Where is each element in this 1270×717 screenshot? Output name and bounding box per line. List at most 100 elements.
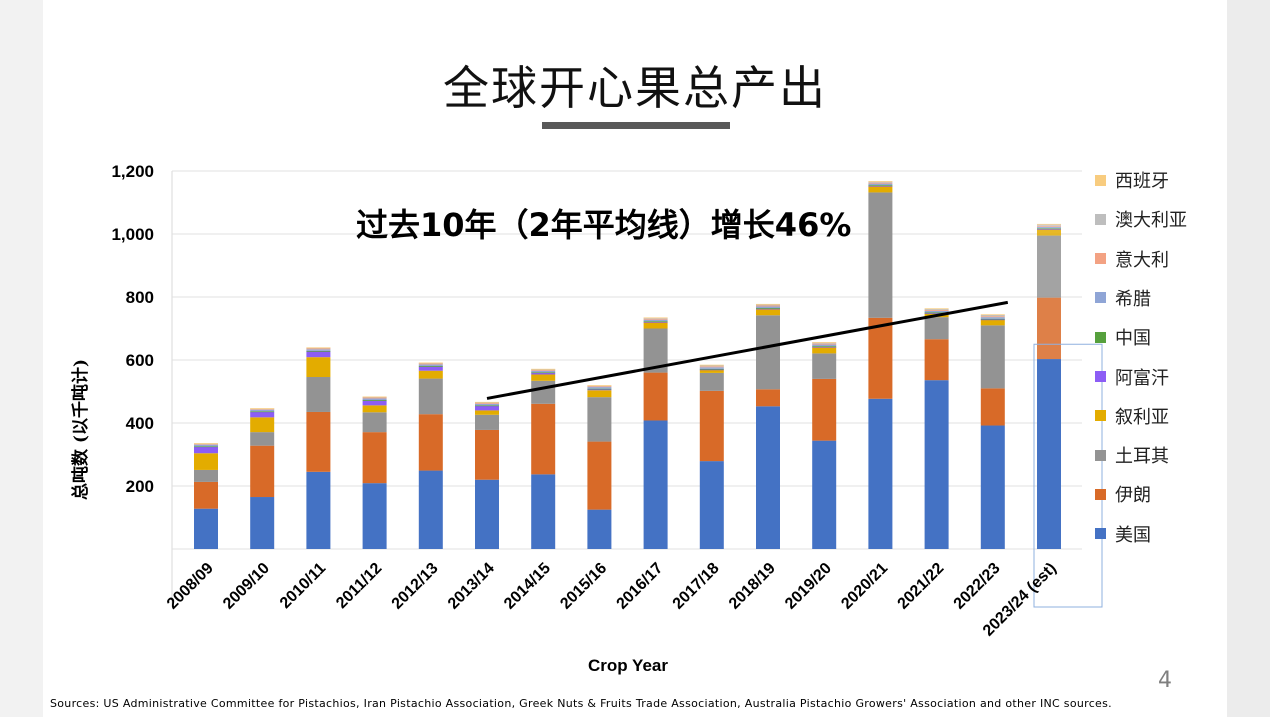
bar-segment: [531, 368, 556, 370]
bar-segment: [194, 444, 218, 447]
y-tick-label: 1,000: [111, 225, 154, 244]
bar-segment: [643, 322, 668, 329]
bar-segment: [531, 372, 556, 375]
bar-segment: [924, 309, 949, 311]
bar-segment: [756, 308, 780, 316]
legend-item: 西班牙: [1095, 170, 1169, 192]
bar-segment: [643, 317, 668, 319]
bar-segment: [250, 445, 275, 498]
bar-segment: [980, 325, 1005, 389]
bar-segment: [812, 344, 837, 347]
bar-segment: [812, 342, 837, 343]
bar-segment: [1037, 223, 1061, 225]
x-tick-label: 2014/15: [501, 560, 554, 613]
bar-segment: [250, 417, 275, 433]
bar-segment: [362, 405, 387, 413]
bar-segment: [812, 440, 837, 549]
legend-label: 意大利: [1115, 249, 1169, 271]
x-tick-label: 2020/21: [838, 560, 891, 613]
bar-segment: [699, 368, 724, 370]
bar-segment: [812, 346, 837, 347]
bar-segment: [194, 469, 218, 482]
bar-segment: [868, 183, 893, 186]
bar-segment: [980, 425, 1005, 549]
bar-segment: [756, 308, 780, 310]
bar-segment: [1037, 359, 1061, 549]
chart-legend: 西班牙 澳大利亚 意大利 希腊 中国 阿富汗 叙利亚 土耳其 伊朗 美国: [1095, 0, 1235, 717]
bar-segment: [418, 470, 443, 549]
bar-segment: [924, 313, 949, 314]
legend-item: 叙利亚: [1095, 406, 1169, 428]
bar-segment: [306, 349, 331, 351]
bar-segment: [1037, 228, 1061, 230]
bar-segment: [699, 364, 724, 366]
legend-label: 阿富汗: [1115, 367, 1169, 389]
legend-swatch: [1095, 371, 1106, 382]
bar-segment: [980, 316, 1005, 318]
x-tick-label: 2011/12: [333, 560, 385, 612]
x-tick-label: 2021/22: [895, 560, 948, 613]
bar-segment: [362, 432, 387, 484]
bar-segment: [1037, 226, 1061, 229]
bar-segment: [1037, 235, 1061, 298]
bar-segment: [250, 411, 275, 418]
bar-segment: [868, 186, 893, 193]
bar-segment: [250, 432, 275, 446]
bar-segment: [924, 308, 949, 310]
bar-segment: [643, 321, 668, 323]
slide-title: 全球开心果总产出: [443, 61, 827, 115]
bar-segment: [643, 318, 668, 320]
y-tick-label: 600: [126, 351, 154, 370]
bar-segment: [980, 314, 1005, 316]
x-tick-label: 2015/16: [557, 560, 610, 613]
x-tick-label: 2013/14: [445, 560, 498, 613]
legend-label: 土耳其: [1115, 446, 1169, 468]
bar-segment: [699, 369, 724, 373]
bar-segment: [306, 351, 331, 358]
x-tick-label: 2022/23: [951, 560, 1004, 613]
title-underline: [542, 122, 730, 129]
legend-item: 伊朗: [1095, 484, 1151, 506]
bar-segment: [1037, 224, 1061, 226]
bar-segment: [194, 481, 218, 509]
legend-item: 阿富汗: [1095, 367, 1169, 389]
bar-segment: [250, 409, 275, 412]
bar-segment: [362, 400, 387, 406]
page-number: 4: [1158, 668, 1172, 693]
bar-segment: [475, 405, 499, 407]
bar-segment: [475, 402, 499, 404]
bar-segment: [194, 508, 218, 549]
bar-segment: [812, 378, 837, 441]
bar-segment: [250, 497, 275, 549]
bar-segment: [587, 389, 612, 391]
bar-segment: [756, 303, 780, 305]
bar-segment: [812, 353, 837, 379]
bar-segment: [362, 398, 387, 401]
bar-segment: [475, 479, 499, 549]
bar-segment: [868, 192, 893, 318]
legend-swatch: [1095, 410, 1106, 422]
bar-segment: [362, 412, 387, 433]
bar-segment: [924, 317, 949, 340]
bar-segment: [418, 414, 443, 471]
bar-segment: [194, 446, 218, 454]
legend-item: 澳大利亚: [1095, 209, 1187, 231]
bar-segment: [418, 363, 443, 365]
bar-segment: [587, 441, 612, 510]
legend-swatch: [1095, 253, 1106, 265]
bar-segment: [418, 365, 443, 367]
x-tick-label: 2010/11: [277, 560, 329, 612]
legend-swatch: [1095, 174, 1106, 186]
legend-label: 中国: [1115, 328, 1151, 350]
bar-segment: [306, 347, 331, 349]
estimate-frame: [1033, 343, 1103, 608]
bar-segment: [756, 305, 780, 307]
y-tick-label: 400: [126, 414, 154, 433]
sources-footnote: Sources: US Administrative Committee for…: [50, 697, 1112, 710]
bar-segment: [868, 182, 893, 184]
slide-background: [43, 0, 1227, 717]
legend-swatch: [1095, 292, 1106, 304]
bar-segment: [980, 314, 1005, 317]
bar-segment: [250, 411, 275, 413]
